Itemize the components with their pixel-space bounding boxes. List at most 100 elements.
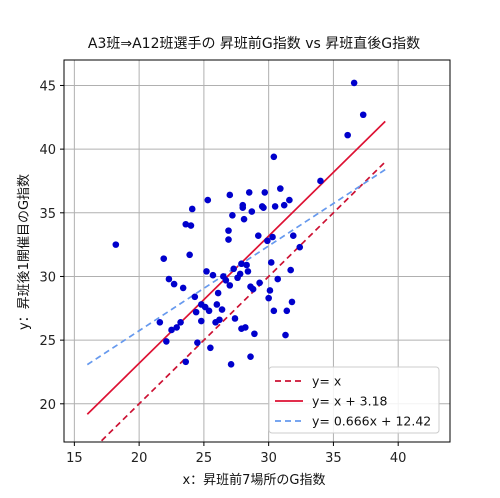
data-point <box>186 251 193 259</box>
data-point <box>286 196 293 204</box>
y-tick-label: 30 <box>39 270 56 285</box>
data-point <box>264 237 271 245</box>
data-point <box>187 222 195 229</box>
data-point <box>112 241 120 248</box>
x-axis-label: x：昇班前7場所のG指数 <box>182 472 325 488</box>
data-point <box>226 191 234 199</box>
data-point <box>256 279 263 287</box>
legend-label: y= x + 3.18 <box>312 394 388 409</box>
data-point <box>173 324 180 331</box>
data-point <box>207 344 214 352</box>
chart-title: A3班⇒A12班選手の 昇班前G指数 vs 昇班直後G指数 <box>88 35 420 52</box>
plot-frame <box>63 59 451 443</box>
data-point <box>236 270 244 278</box>
data-point <box>265 294 272 302</box>
data-point <box>209 271 217 279</box>
data-point <box>198 317 205 325</box>
data-point <box>182 358 190 366</box>
data-point <box>168 326 175 334</box>
data-point <box>163 338 170 345</box>
data-point <box>231 315 239 322</box>
data-point <box>350 79 358 87</box>
axis-ticks: 15 20 25 30 35 40 20 25 30 35 40 45 <box>39 79 406 466</box>
data-point <box>191 293 199 301</box>
data-point <box>288 298 296 306</box>
data-point <box>170 280 178 288</box>
data-point <box>230 265 237 273</box>
x-tick-label: 40 <box>390 451 407 466</box>
data-point <box>165 275 173 283</box>
data-point <box>218 306 226 313</box>
data-point <box>287 266 294 274</box>
x-tick-label: 25 <box>196 451 213 466</box>
data-point <box>282 331 289 339</box>
data-point <box>359 111 367 119</box>
grid <box>64 60 450 442</box>
data-point <box>216 316 223 324</box>
data-point <box>248 208 256 215</box>
data-point <box>244 268 252 275</box>
data-point <box>194 339 201 346</box>
data-point <box>261 189 269 196</box>
data-point <box>226 282 234 289</box>
data-point <box>267 259 275 266</box>
data-point <box>177 319 184 326</box>
y-tick-label: 20 <box>39 398 56 413</box>
data-point <box>260 204 267 212</box>
legend: y= x y= x + 3.18 y= 0.666x + 12.42 <box>268 366 440 434</box>
data-point <box>254 232 262 240</box>
data-point <box>274 275 282 283</box>
data-point <box>222 276 230 284</box>
data-point <box>242 324 249 331</box>
data-point <box>280 201 288 209</box>
data-point <box>249 285 257 293</box>
data-point <box>225 236 232 243</box>
data-point <box>205 307 213 315</box>
data-point <box>239 201 247 209</box>
data-point <box>317 177 324 185</box>
x-tick-label: 30 <box>260 451 277 466</box>
y-tick-label: 35 <box>39 207 56 222</box>
y-tick-label: 45 <box>39 79 56 94</box>
data-point <box>269 233 276 241</box>
data-point <box>240 215 248 223</box>
data-point <box>156 319 164 326</box>
data-point <box>203 268 210 275</box>
data-point <box>179 284 187 292</box>
data-point <box>227 361 235 368</box>
data-point <box>270 153 278 161</box>
data-point <box>283 307 291 315</box>
data-point <box>238 260 245 268</box>
data-point <box>247 353 254 360</box>
data-point <box>225 227 232 234</box>
legend-label: y= x <box>312 374 341 389</box>
y-tick-label: 40 <box>39 143 56 158</box>
data-point <box>266 287 274 294</box>
data-point <box>192 308 200 316</box>
y-axis-label: y：昇班後1開催目のG指数 <box>17 174 32 330</box>
data-point <box>188 205 196 213</box>
data-point <box>270 307 278 315</box>
data-point <box>251 330 258 338</box>
data-point <box>229 212 236 219</box>
data-points <box>112 79 367 368</box>
data-point <box>344 131 351 139</box>
x-tick-label: 20 <box>131 451 148 466</box>
x-tick-label: 35 <box>325 451 342 466</box>
data-point <box>289 232 297 240</box>
x-tick-label: 15 <box>66 451 83 466</box>
legend-label: y= 0.666x + 12.42 <box>312 414 431 429</box>
data-point <box>160 255 168 262</box>
data-point <box>204 196 212 204</box>
y-tick-label: 25 <box>39 334 56 349</box>
data-point <box>213 301 221 308</box>
legend-box <box>268 366 440 434</box>
data-point <box>277 185 284 192</box>
data-point <box>245 189 253 196</box>
data-point <box>182 220 190 228</box>
data-point <box>271 203 279 210</box>
data-point <box>296 243 304 251</box>
data-point <box>243 261 250 269</box>
data-point <box>214 289 222 297</box>
